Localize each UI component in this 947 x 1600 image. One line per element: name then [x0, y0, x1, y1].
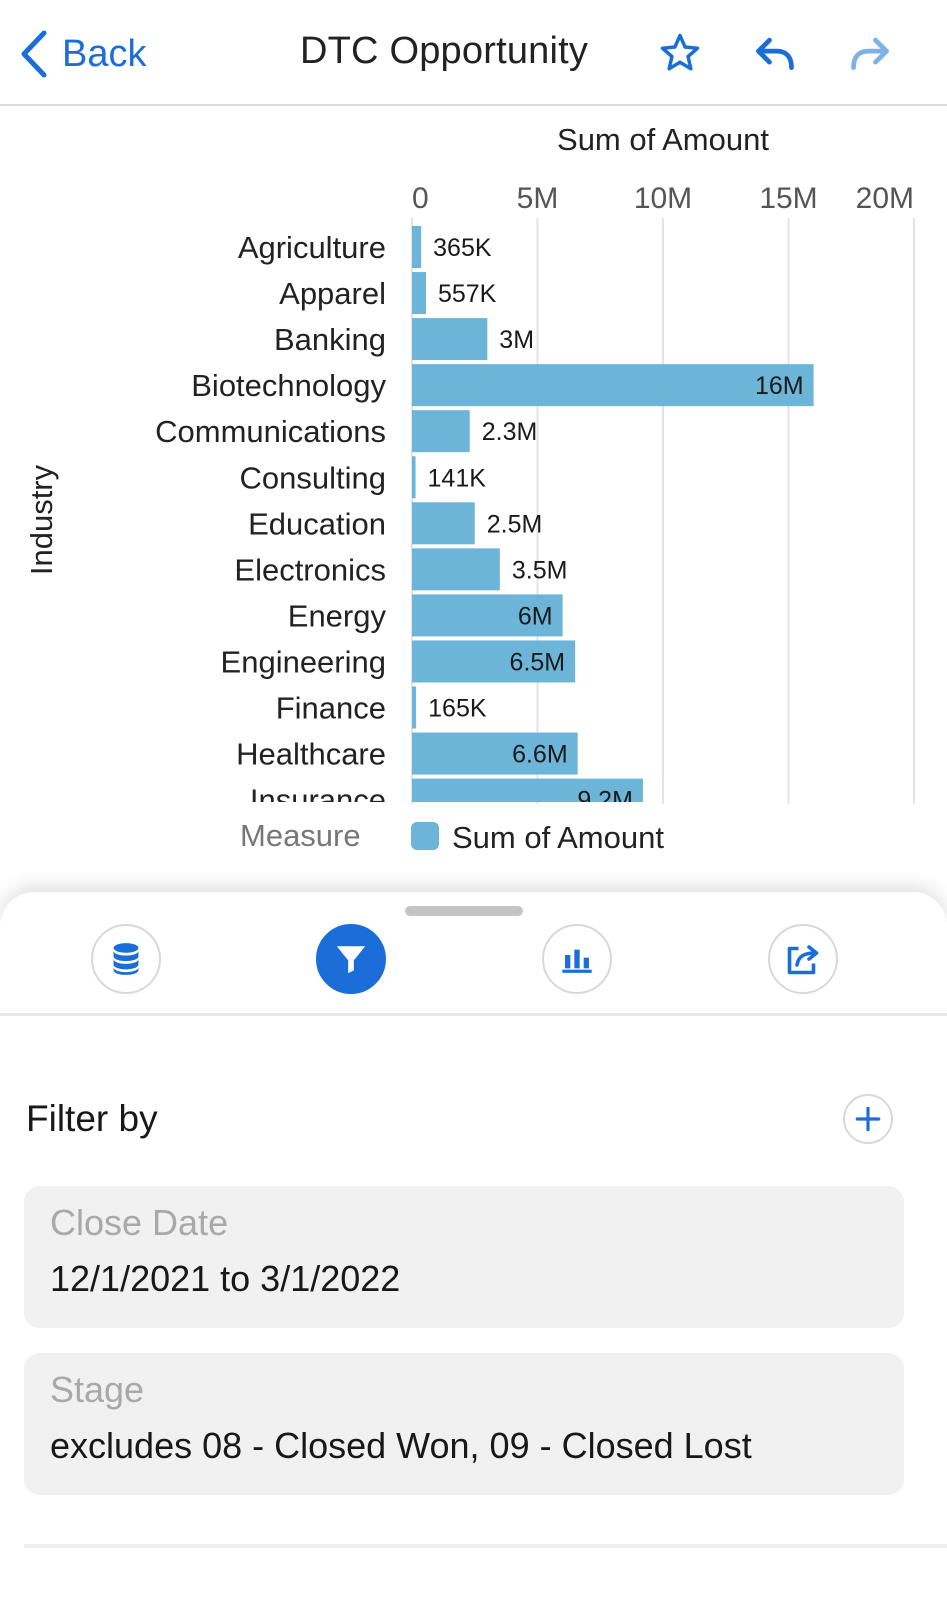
filter-close-date[interactable]: Close Date 12/1/2021 to 3/1/2022 [24, 1186, 904, 1328]
filter-by-title: Filter by [26, 1098, 158, 1139]
chevron-left-icon [21, 30, 47, 78]
data-label: 16M [755, 372, 804, 400]
category-label: Banking [274, 322, 386, 357]
category-label: Education [248, 506, 386, 541]
x-tick-label: 0 [412, 182, 429, 215]
filter-value: excludes 08 - Closed Won, 09 - Closed Lo… [50, 1425, 752, 1466]
filter-icon [336, 946, 366, 974]
category-label: Finance [276, 691, 386, 726]
tab-share[interactable] [768, 924, 838, 994]
data-label: 2.5M [487, 510, 543, 538]
bar [412, 272, 426, 315]
category-label: Biotechnology [191, 368, 386, 403]
data-label: 141K [428, 464, 487, 492]
data-label: 3M [499, 326, 534, 354]
bar [412, 364, 814, 407]
divider [24, 1544, 947, 1548]
favorite-button[interactable] [655, 28, 705, 78]
tab-dataset[interactable] [91, 924, 161, 994]
tab-filter[interactable] [316, 924, 386, 994]
bar [412, 640, 576, 683]
data-label: 365K [433, 234, 492, 262]
bar [412, 318, 488, 361]
category-label: Communications [155, 414, 386, 449]
plus-icon [855, 1106, 881, 1132]
category-labels: Agriculture Apparel Banking Biotechnology Co… [155, 230, 387, 808]
undo-icon [756, 37, 794, 71]
redo-button[interactable] [845, 28, 895, 78]
category-label: Healthcare [236, 737, 386, 772]
chart-title: Sum of Amount [557, 122, 769, 157]
bar [412, 502, 475, 545]
data-label: 165K [428, 695, 487, 723]
bar [412, 410, 470, 453]
sheet-grabber[interactable] [405, 906, 523, 916]
x-axis-ticks: 0 5M 10M 15M 20M [412, 182, 914, 215]
bar [412, 686, 417, 729]
category-label: Consulting [240, 460, 386, 495]
legend-title: Measure [240, 818, 361, 853]
database-icon [113, 943, 139, 975]
x-tick-label: 5M [517, 182, 559, 215]
tab-bar [0, 892, 947, 1016]
bar [412, 548, 500, 591]
data-label: 557K [438, 280, 497, 308]
redo-icon [851, 37, 889, 71]
bar [412, 778, 643, 802]
back-button[interactable]: Back [18, 26, 146, 82]
data-label: 6.5M [510, 648, 566, 676]
undo-button[interactable] [750, 28, 800, 78]
category-label: Energy [288, 598, 387, 633]
legend-label: Sum of Amount [452, 820, 664, 855]
category-label: Engineering [221, 644, 386, 679]
filter-label: Close Date [50, 1202, 229, 1243]
bar [412, 226, 422, 268]
bar [412, 594, 563, 637]
bar [412, 456, 416, 499]
data-label: 9.2M [577, 787, 633, 808]
chart-legend: Measure Sum of Amount [0, 812, 947, 862]
page-title: DTC Opportunity [300, 30, 589, 72]
star-icon [660, 33, 700, 71]
data-label: 2.3M [482, 418, 538, 446]
category-label: Electronics [234, 552, 386, 587]
category-label: Apparel [279, 276, 386, 311]
add-filter-button[interactable] [843, 1094, 893, 1144]
data-label: 6M [518, 602, 553, 630]
bottom-sheet: Filter by Close Date 12/1/2021 to 3/1/20… [0, 892, 947, 1600]
legend-swatch [411, 822, 439, 850]
filter-value: 12/1/2021 to 3/1/2022 [50, 1258, 401, 1299]
filter-stage[interactable]: Stage excludes 08 - Closed Won, 09 - Clo… [24, 1353, 904, 1495]
back-label: Back [62, 32, 147, 75]
bar-chart: Sum of Amount 0 5M 10M 15M 20M 365K 557K 3M 16M… [0, 108, 947, 868]
bar-chart-icon [562, 949, 592, 973]
data-label: 6.6M [512, 741, 568, 769]
filter-label: Stage [50, 1369, 145, 1410]
category-label: Insurance [250, 783, 386, 808]
x-tick-label: 15M [759, 182, 817, 215]
x-tick-label: 20M [856, 182, 914, 215]
nav-header: Back DTC Opportunity [0, 0, 947, 106]
share-icon [787, 945, 819, 975]
data-label: 3.5M [512, 556, 568, 584]
x-tick-label: 10M [634, 182, 692, 215]
bar [412, 732, 578, 775]
tab-chart[interactable] [542, 924, 612, 994]
y-axis-title: Industry [24, 464, 59, 575]
category-label: Agriculture [238, 230, 386, 265]
